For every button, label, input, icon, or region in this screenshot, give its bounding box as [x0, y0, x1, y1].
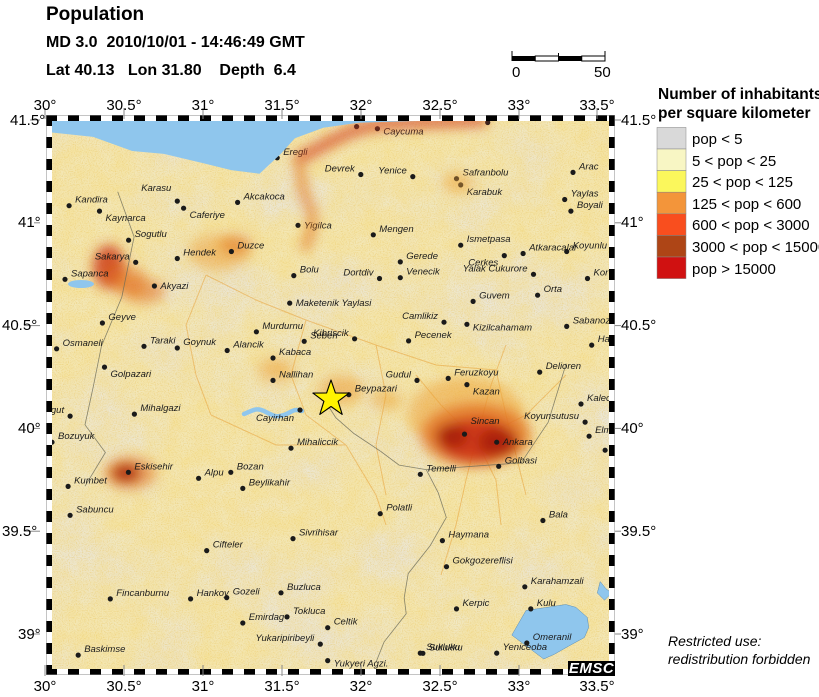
svg-text:Akcakoca: Akcakoca: [243, 191, 285, 202]
svg-text:Gudul: Gudul: [386, 369, 412, 380]
svg-text:Sabuncu: Sabuncu: [76, 504, 114, 515]
svg-text:Maketenik Yaylasi: Maketenik Yaylasi: [296, 298, 373, 309]
svg-text:Yenice: Yenice: [378, 166, 407, 177]
svg-text:Kerpic: Kerpic: [463, 598, 490, 609]
svg-text:Elmadag: Elmadag: [595, 425, 615, 436]
svg-text:Bala: Bala: [549, 510, 568, 521]
svg-text:Fincanburnu: Fincanburnu: [116, 588, 170, 599]
svg-text:Yalak Cukurore: Yalak Cukurore: [463, 263, 528, 274]
svg-text:Kirikkale: Kirikkale: [611, 439, 615, 450]
svg-text:Mengen: Mengen: [379, 224, 413, 235]
svg-text:Karabuk: Karabuk: [467, 187, 504, 198]
svg-text:Bozan: Bozan: [237, 461, 264, 472]
svg-text:Yaylas: Yaylas: [571, 189, 599, 200]
svg-text:Caferiye: Caferiye: [190, 210, 225, 221]
svg-text:Emirdag: Emirdag: [249, 612, 285, 623]
svg-text:Celtik: Celtik: [334, 617, 359, 628]
svg-text:Cifteler: Cifteler: [213, 540, 244, 551]
svg-text:Kaynarca: Kaynarca: [106, 213, 146, 224]
svg-text:Boyali: Boyali: [577, 200, 604, 211]
svg-text:Temelli: Temelli: [426, 463, 457, 474]
svg-text:Buzluca: Buzluca: [287, 582, 321, 593]
svg-text:Haymana: Haymana: [448, 530, 489, 541]
svg-text:Gerede: Gerede: [406, 251, 438, 262]
svg-text:Atkaracalar: Atkaracalar: [528, 243, 578, 254]
svg-text:Sogut: Sogut: [46, 405, 64, 416]
svg-text:Ankara: Ankara: [502, 437, 533, 448]
svg-text:Guvem: Guvem: [479, 290, 510, 301]
svg-text:Yukaripiribeyli: Yukaripiribeyli: [256, 633, 316, 644]
svg-text:Ismetpasa: Ismetpasa: [467, 234, 511, 245]
svg-text:Hendek: Hendek: [183, 248, 217, 259]
svg-text:Kazan: Kazan: [473, 387, 500, 398]
svg-text:Mihaliccik: Mihaliccik: [297, 437, 339, 448]
svg-text:Bozuyuk: Bozuyuk: [58, 431, 96, 442]
svg-text:Kor: Kor: [594, 268, 610, 279]
svg-text:Mihalgazi: Mihalgazi: [140, 403, 181, 414]
svg-text:Bolu: Bolu: [300, 265, 320, 276]
svg-text:Duzce: Duzce: [237, 241, 264, 252]
svg-text:Gokgozereflisi: Gokgozereflisi: [453, 556, 514, 567]
svg-text:Pecenek: Pecenek: [415, 330, 453, 341]
svg-text:Devrek: Devrek: [325, 164, 356, 175]
svg-text:Kalecik: Kalecik: [587, 393, 615, 404]
svg-text:Akyazi: Akyazi: [159, 281, 189, 292]
svg-text:Alpu: Alpu: [204, 467, 225, 478]
svg-text:Sukluku: Sukluku: [426, 642, 461, 653]
svg-text:Polatli: Polatli: [386, 503, 413, 514]
svg-text:Kandira: Kandira: [75, 195, 108, 206]
svg-text:Alancik: Alancik: [232, 340, 265, 351]
svg-text:Sincan: Sincan: [471, 416, 500, 427]
svg-text:Kumbet: Kumbet: [74, 475, 107, 486]
svg-text:Nallihan: Nallihan: [279, 369, 313, 380]
svg-text:Koyunlu: Koyunlu: [573, 241, 608, 252]
svg-text:Golpazari: Golpazari: [111, 369, 153, 380]
svg-text:Beylikahir: Beylikahir: [249, 477, 291, 488]
svg-text:Tokluca: Tokluca: [293, 606, 325, 617]
svg-text:Goynuk: Goynuk: [183, 337, 217, 348]
svg-text:Murdurnu: Murdurnu: [262, 321, 303, 332]
svg-text:Arac: Arac: [578, 161, 599, 172]
svg-text:Yeniceoba: Yeniceoba: [503, 642, 547, 653]
svg-text:Kabaca: Kabaca: [279, 347, 311, 358]
svg-text:Dortdiv: Dortdiv: [343, 268, 374, 279]
svg-text:Sivrihisar: Sivrihisar: [299, 528, 339, 539]
svg-text:Venecik: Venecik: [406, 267, 441, 278]
svg-text:Kibriscik: Kibriscik: [313, 328, 350, 339]
svg-text:Karahamzali: Karahamzali: [531, 576, 585, 587]
svg-text:Sogutlu: Sogutlu: [135, 229, 168, 240]
svg-text:Harf: Harf: [598, 334, 615, 345]
svg-text:Geyve: Geyve: [108, 312, 135, 323]
svg-text:Gozeli: Gozeli: [233, 587, 261, 598]
svg-text:Feruzkoyu: Feruzkoyu: [454, 367, 499, 378]
svg-text:Osmaneli: Osmaneli: [63, 338, 104, 349]
svg-text:Delioren: Delioren: [546, 361, 581, 372]
svg-text:Kizilcahamam: Kizilcahamam: [473, 322, 532, 333]
svg-text:Cayirhan: Cayirhan: [256, 413, 294, 424]
svg-text:Kulu: Kulu: [537, 598, 557, 609]
svg-text:Eskisehir: Eskisehir: [134, 461, 173, 472]
svg-text:Taraki: Taraki: [150, 335, 176, 346]
svg-text:Sabanozu: Sabanozu: [573, 315, 615, 326]
svg-text:Karasu: Karasu: [141, 183, 172, 194]
svg-text:Yukyeri Agzi.: Yukyeri Agzi.: [334, 659, 389, 670]
svg-text:Sapanca: Sapanca: [71, 268, 109, 279]
svg-text:Golbasi: Golbasi: [505, 455, 538, 466]
svg-text:Koyunsutusu: Koyunsutusu: [524, 411, 580, 422]
svg-text:Camlikiz: Camlikiz: [402, 311, 438, 322]
svg-text:Sakarya: Sakarya: [95, 251, 130, 262]
svg-text:Orta: Orta: [544, 284, 562, 295]
svg-text:Baskimse: Baskimse: [84, 644, 125, 655]
svg-text:Beypazari: Beypazari: [355, 384, 398, 395]
